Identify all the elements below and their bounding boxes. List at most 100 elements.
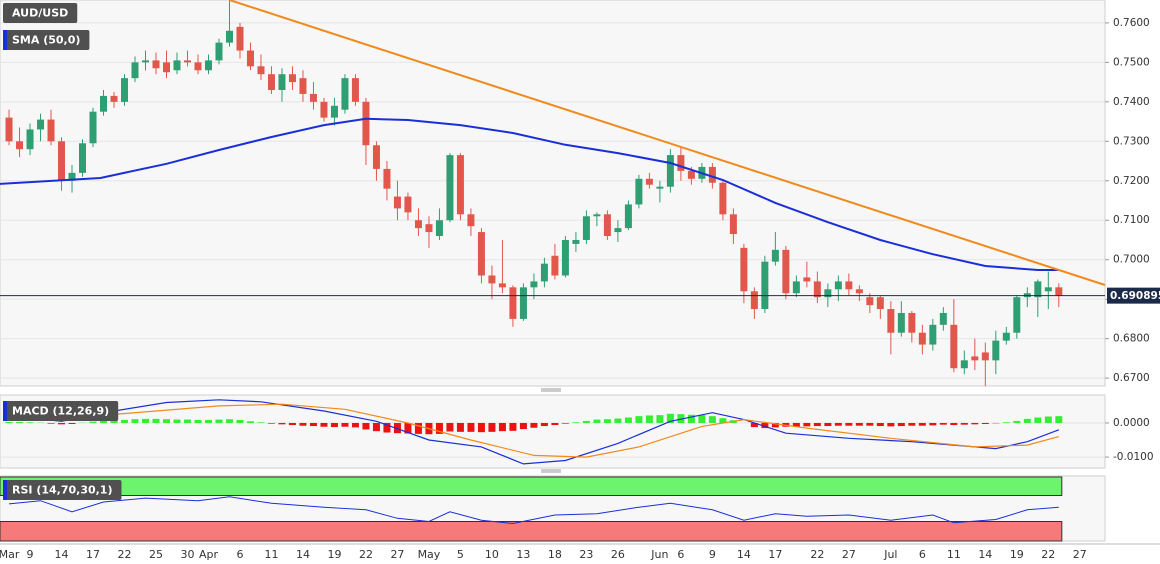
histogram-bar: [939, 422, 947, 425]
x-tick-label: Jun: [650, 548, 668, 561]
histogram-bar: [236, 419, 244, 423]
candle-body: [299, 78, 307, 94]
legend-text: SMA (50,0): [12, 34, 80, 47]
histogram-bar: [1002, 422, 1010, 423]
candle-body: [771, 249, 779, 262]
x-tick-label: 27: [390, 548, 404, 561]
candle-body: [782, 249, 790, 294]
candle-body: [372, 145, 380, 169]
y-tick-label: 0.6700: [1113, 372, 1150, 384]
histogram-bar: [456, 422, 464, 432]
histogram-bar: [309, 422, 317, 427]
candle-body: [813, 281, 821, 298]
candle-body: [477, 232, 485, 276]
histogram-bar: [320, 422, 328, 427]
histogram-bar: [100, 420, 108, 423]
histogram-bar: [551, 422, 559, 426]
candle-body: [246, 50, 254, 67]
candle-body: [131, 62, 139, 79]
x-tick-label: 23: [579, 548, 593, 561]
candle-body: [267, 74, 275, 90]
x-tick-label: 6: [236, 548, 243, 561]
candle-body: [446, 155, 454, 221]
histogram-bar: [845, 422, 853, 426]
candle-body: [121, 78, 129, 102]
candle-body: [68, 172, 76, 181]
legend-box-bg: [3, 30, 90, 50]
trend-line: [229, 0, 1106, 286]
candle-body: [351, 78, 359, 102]
candle-body: [939, 312, 947, 325]
candle-body: [719, 182, 727, 215]
candle-body: [708, 166, 716, 183]
panel-background: [0, 0, 1106, 387]
histogram-bar: [866, 422, 874, 426]
histogram-bar: [1023, 418, 1031, 423]
x-tick-label: 14: [296, 548, 310, 561]
histogram-bar: [981, 422, 989, 424]
x-tick-label: 14: [978, 548, 992, 561]
candle-body: [278, 74, 286, 90]
histogram-bar: [813, 422, 821, 427]
y-tick-label: 0.7300: [1113, 135, 1150, 147]
x-tick-label: 22: [1041, 548, 1055, 561]
histogram-bar: [351, 422, 359, 428]
candle-body: [204, 60, 212, 71]
candle-body: [341, 78, 349, 110]
histogram-bar: [477, 422, 485, 433]
candle-body: [656, 186, 664, 189]
histogram-bar: [467, 422, 475, 432]
histogram-bar: [897, 422, 905, 427]
x-tick-label: Jul: [883, 548, 897, 561]
histogram-bar: [68, 422, 76, 424]
legend-box: RSI (14,70,30,1): [3, 480, 122, 500]
legend-box-bg: [3, 3, 78, 23]
candle-body: [309, 93, 317, 102]
x-tick-label: 27: [1073, 548, 1087, 561]
y-tick-label: 0.7100: [1113, 214, 1150, 226]
x-tick-label: 22: [118, 548, 132, 561]
histogram-bar: [971, 422, 979, 425]
x-tick-label: 14: [737, 548, 751, 561]
candle-body: [236, 26, 244, 51]
candle-body: [603, 214, 611, 237]
candle-body: [897, 312, 905, 333]
candle-body: [908, 312, 916, 333]
candle-body: [425, 224, 433, 233]
candle-body: [960, 360, 968, 369]
candle-body: [918, 332, 926, 345]
histogram-bar: [855, 422, 863, 426]
candle-body: [16, 141, 24, 150]
candle-body: [467, 214, 475, 227]
candle-body: [677, 155, 685, 171]
candle-body: [572, 239, 580, 244]
histogram-bar: [404, 422, 412, 434]
histogram-bar: [666, 413, 674, 423]
histogram-bar: [656, 415, 664, 423]
histogram-bar: [194, 419, 202, 423]
candle-body: [582, 216, 590, 240]
histogram-bar: [16, 421, 24, 423]
candle-body: [5, 117, 13, 142]
candle-body: [845, 281, 853, 290]
candle-body: [635, 178, 643, 205]
candle-body: [824, 289, 832, 298]
histogram-bar: [183, 419, 191, 423]
candle-body: [47, 119, 55, 142]
x-tick-label: 5: [457, 548, 464, 561]
histogram-bar: [614, 418, 622, 423]
y-tick-label: 0.7000: [1113, 254, 1150, 266]
histogram-bar: [267, 422, 275, 424]
histogram-bar: [204, 419, 212, 423]
histogram-bar: [299, 422, 307, 426]
candle-body: [1044, 287, 1052, 292]
candle-body: [100, 95, 108, 112]
legend-box-bg: [3, 401, 119, 421]
histogram-bar: [362, 422, 370, 430]
histogram-bar: [257, 422, 265, 423]
candle-body: [551, 255, 559, 276]
histogram-bar: [887, 422, 895, 427]
candle-body: [834, 281, 842, 290]
